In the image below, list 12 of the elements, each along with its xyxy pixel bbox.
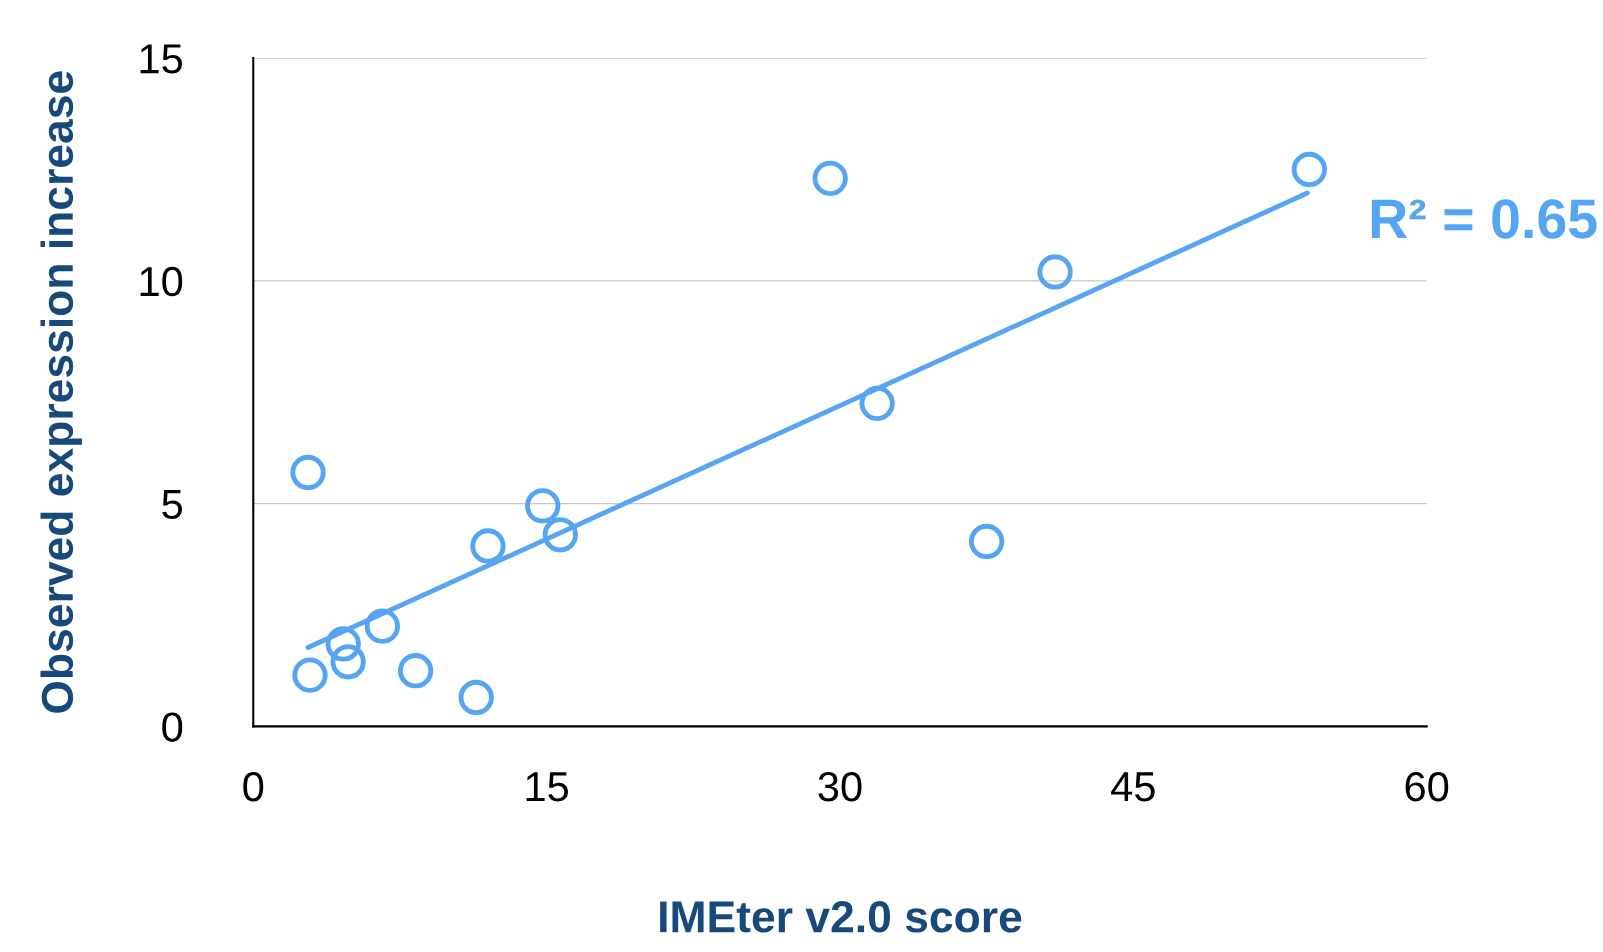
x-tick-label: 60	[1405, 771, 1449, 802]
y-axis-title: Observed expression increase	[40, 71, 82, 713]
y-tick-label: 5	[162, 490, 183, 520]
y-tick-label: 10	[140, 266, 183, 297]
x-axis-title: IMEter v2.0 score	[660, 901, 1022, 933]
x-tick-label: 45	[1111, 772, 1155, 802]
y-tick-label: 15	[140, 44, 183, 74]
x-tick-label: 0	[243, 771, 264, 802]
x-tick-label: 15	[526, 772, 569, 802]
annotation: R² = 0.65	[1371, 199, 1597, 239]
y-tick-label: 0	[162, 712, 183, 742]
x-tick-label: 30	[818, 771, 862, 802]
